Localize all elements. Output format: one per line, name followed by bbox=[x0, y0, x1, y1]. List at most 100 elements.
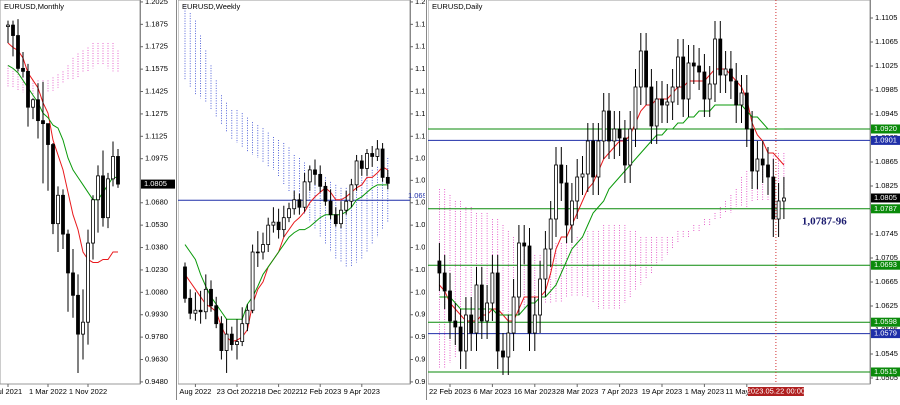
weekly-panel: Aug 2022 23 Oct 2022 18 Dec 2022 12 Feb 202… bbox=[178, 0, 438, 396]
y-tick-label: 1.1125 bbox=[415, 131, 437, 140]
candle-body bbox=[91, 199, 95, 244]
y-tick-label: 1.0080 bbox=[415, 287, 438, 296]
candle-body bbox=[41, 120, 45, 125]
level-label: 1.0579 bbox=[874, 329, 897, 338]
candle-body bbox=[307, 169, 312, 183]
y-tick-label: 1.2025 bbox=[145, 0, 168, 6]
y-tick-label: 0.9630 bbox=[145, 354, 168, 363]
candle-body bbox=[612, 128, 617, 142]
candle-body bbox=[46, 123, 50, 145]
candle-body bbox=[31, 99, 35, 108]
y-tick-label: 0.9480 bbox=[145, 377, 168, 386]
level-tag bbox=[871, 329, 900, 339]
candle-body bbox=[219, 323, 224, 351]
candle-body bbox=[106, 178, 110, 219]
plot-area bbox=[428, 0, 871, 385]
candle-body bbox=[245, 309, 250, 325]
candle-body bbox=[490, 272, 495, 304]
candle-body bbox=[354, 160, 359, 186]
y-tick-label: 1.1275 bbox=[145, 109, 168, 118]
candle-body bbox=[771, 176, 776, 220]
level-tag bbox=[871, 124, 900, 134]
candle-body bbox=[564, 182, 569, 226]
y-tick-label: 1.1875 bbox=[145, 19, 168, 28]
candle-body bbox=[638, 50, 643, 88]
candle-body bbox=[198, 309, 203, 313]
daily-panel: 22 Feb 2023 6 Mar 2023 16 Mar 2023 28 Mar 2… bbox=[428, 0, 900, 396]
y-tick-label: 1.1105 bbox=[875, 13, 897, 22]
candle-body bbox=[359, 160, 364, 169]
candle-body bbox=[707, 83, 712, 100]
candle-body bbox=[86, 242, 90, 323]
level-label: 1.0787 bbox=[874, 204, 897, 213]
y-tick-label: 1.1025 bbox=[875, 61, 898, 70]
candle-body bbox=[16, 35, 20, 69]
y-tick-label: 0.9930 bbox=[145, 310, 168, 319]
candle-body bbox=[660, 98, 664, 106]
candle-body bbox=[453, 320, 458, 328]
candle-body bbox=[61, 194, 65, 235]
candle-body bbox=[313, 169, 317, 175]
candle-body bbox=[474, 284, 479, 334]
price-label: 1.0805 bbox=[874, 193, 897, 202]
candle-body bbox=[101, 175, 105, 219]
candle-body bbox=[365, 153, 369, 169]
candle-body bbox=[485, 302, 489, 322]
level-tag bbox=[871, 367, 900, 377]
candle-body bbox=[375, 148, 380, 157]
candle-body bbox=[318, 173, 323, 187]
indicator-line bbox=[7, 42, 118, 263]
y-tick-label: 1.0975 bbox=[415, 154, 438, 163]
plot-area bbox=[0, 0, 141, 385]
candle-body bbox=[370, 153, 375, 157]
x-tick-label: 16 Mar 2023 bbox=[514, 387, 556, 396]
candle-body bbox=[21, 67, 25, 72]
y-tick-label: 1.1575 bbox=[145, 64, 168, 73]
annotation: 1,0787-96 bbox=[802, 215, 847, 227]
candle-body bbox=[266, 224, 271, 245]
x-tick-label: 11 May 2023 bbox=[725, 387, 768, 396]
candle-body bbox=[323, 185, 328, 202]
candle-body bbox=[183, 266, 187, 299]
level-label: 1.0920 bbox=[874, 124, 897, 133]
candle-body bbox=[776, 200, 781, 220]
y-tick-label: 1.0230 bbox=[415, 265, 438, 274]
x-tick-label: 18 Dec 2022 bbox=[257, 387, 300, 396]
level-tag bbox=[871, 204, 900, 214]
y-tick-label: 1.1725 bbox=[415, 42, 438, 51]
candle-body bbox=[479, 284, 484, 322]
y-tick-label: 1.0865 bbox=[875, 157, 898, 166]
y-tick-label: 1.0380 bbox=[145, 243, 168, 252]
x-tick-label: 7 Apr 2023 bbox=[601, 387, 637, 396]
candle-body bbox=[607, 110, 611, 142]
y-tick-label: 1.1425 bbox=[145, 87, 168, 96]
candle-body bbox=[66, 233, 70, 274]
candle-body bbox=[750, 128, 755, 172]
candle-body bbox=[442, 272, 447, 292]
candle-body bbox=[718, 38, 723, 76]
candle-body bbox=[6, 24, 10, 27]
candle-body bbox=[464, 314, 468, 352]
y-tick-label: 1.1575 bbox=[415, 64, 438, 73]
chart-title: EURUSD,Daily bbox=[432, 2, 483, 11]
candle-body bbox=[261, 244, 265, 253]
cursor-tag bbox=[747, 387, 804, 396]
candle-body bbox=[580, 173, 585, 178]
candle-body bbox=[495, 272, 500, 352]
candle-body bbox=[380, 148, 385, 178]
indicator-line bbox=[184, 166, 389, 343]
candle-body bbox=[281, 217, 286, 231]
candle-body bbox=[654, 98, 659, 127]
candle-body bbox=[271, 221, 276, 226]
level-label: 1.0697 bbox=[408, 191, 431, 200]
candle-body bbox=[781, 197, 786, 202]
candle-body bbox=[333, 214, 338, 225]
candle-body bbox=[229, 333, 234, 345]
candle-body bbox=[224, 333, 229, 351]
candle-body bbox=[538, 278, 542, 316]
price-label: 1.0805 bbox=[144, 179, 167, 188]
candle-body bbox=[670, 86, 675, 103]
candle-body bbox=[755, 158, 760, 172]
y-tick-label: 1.0985 bbox=[875, 85, 898, 94]
candle-body bbox=[591, 140, 596, 178]
